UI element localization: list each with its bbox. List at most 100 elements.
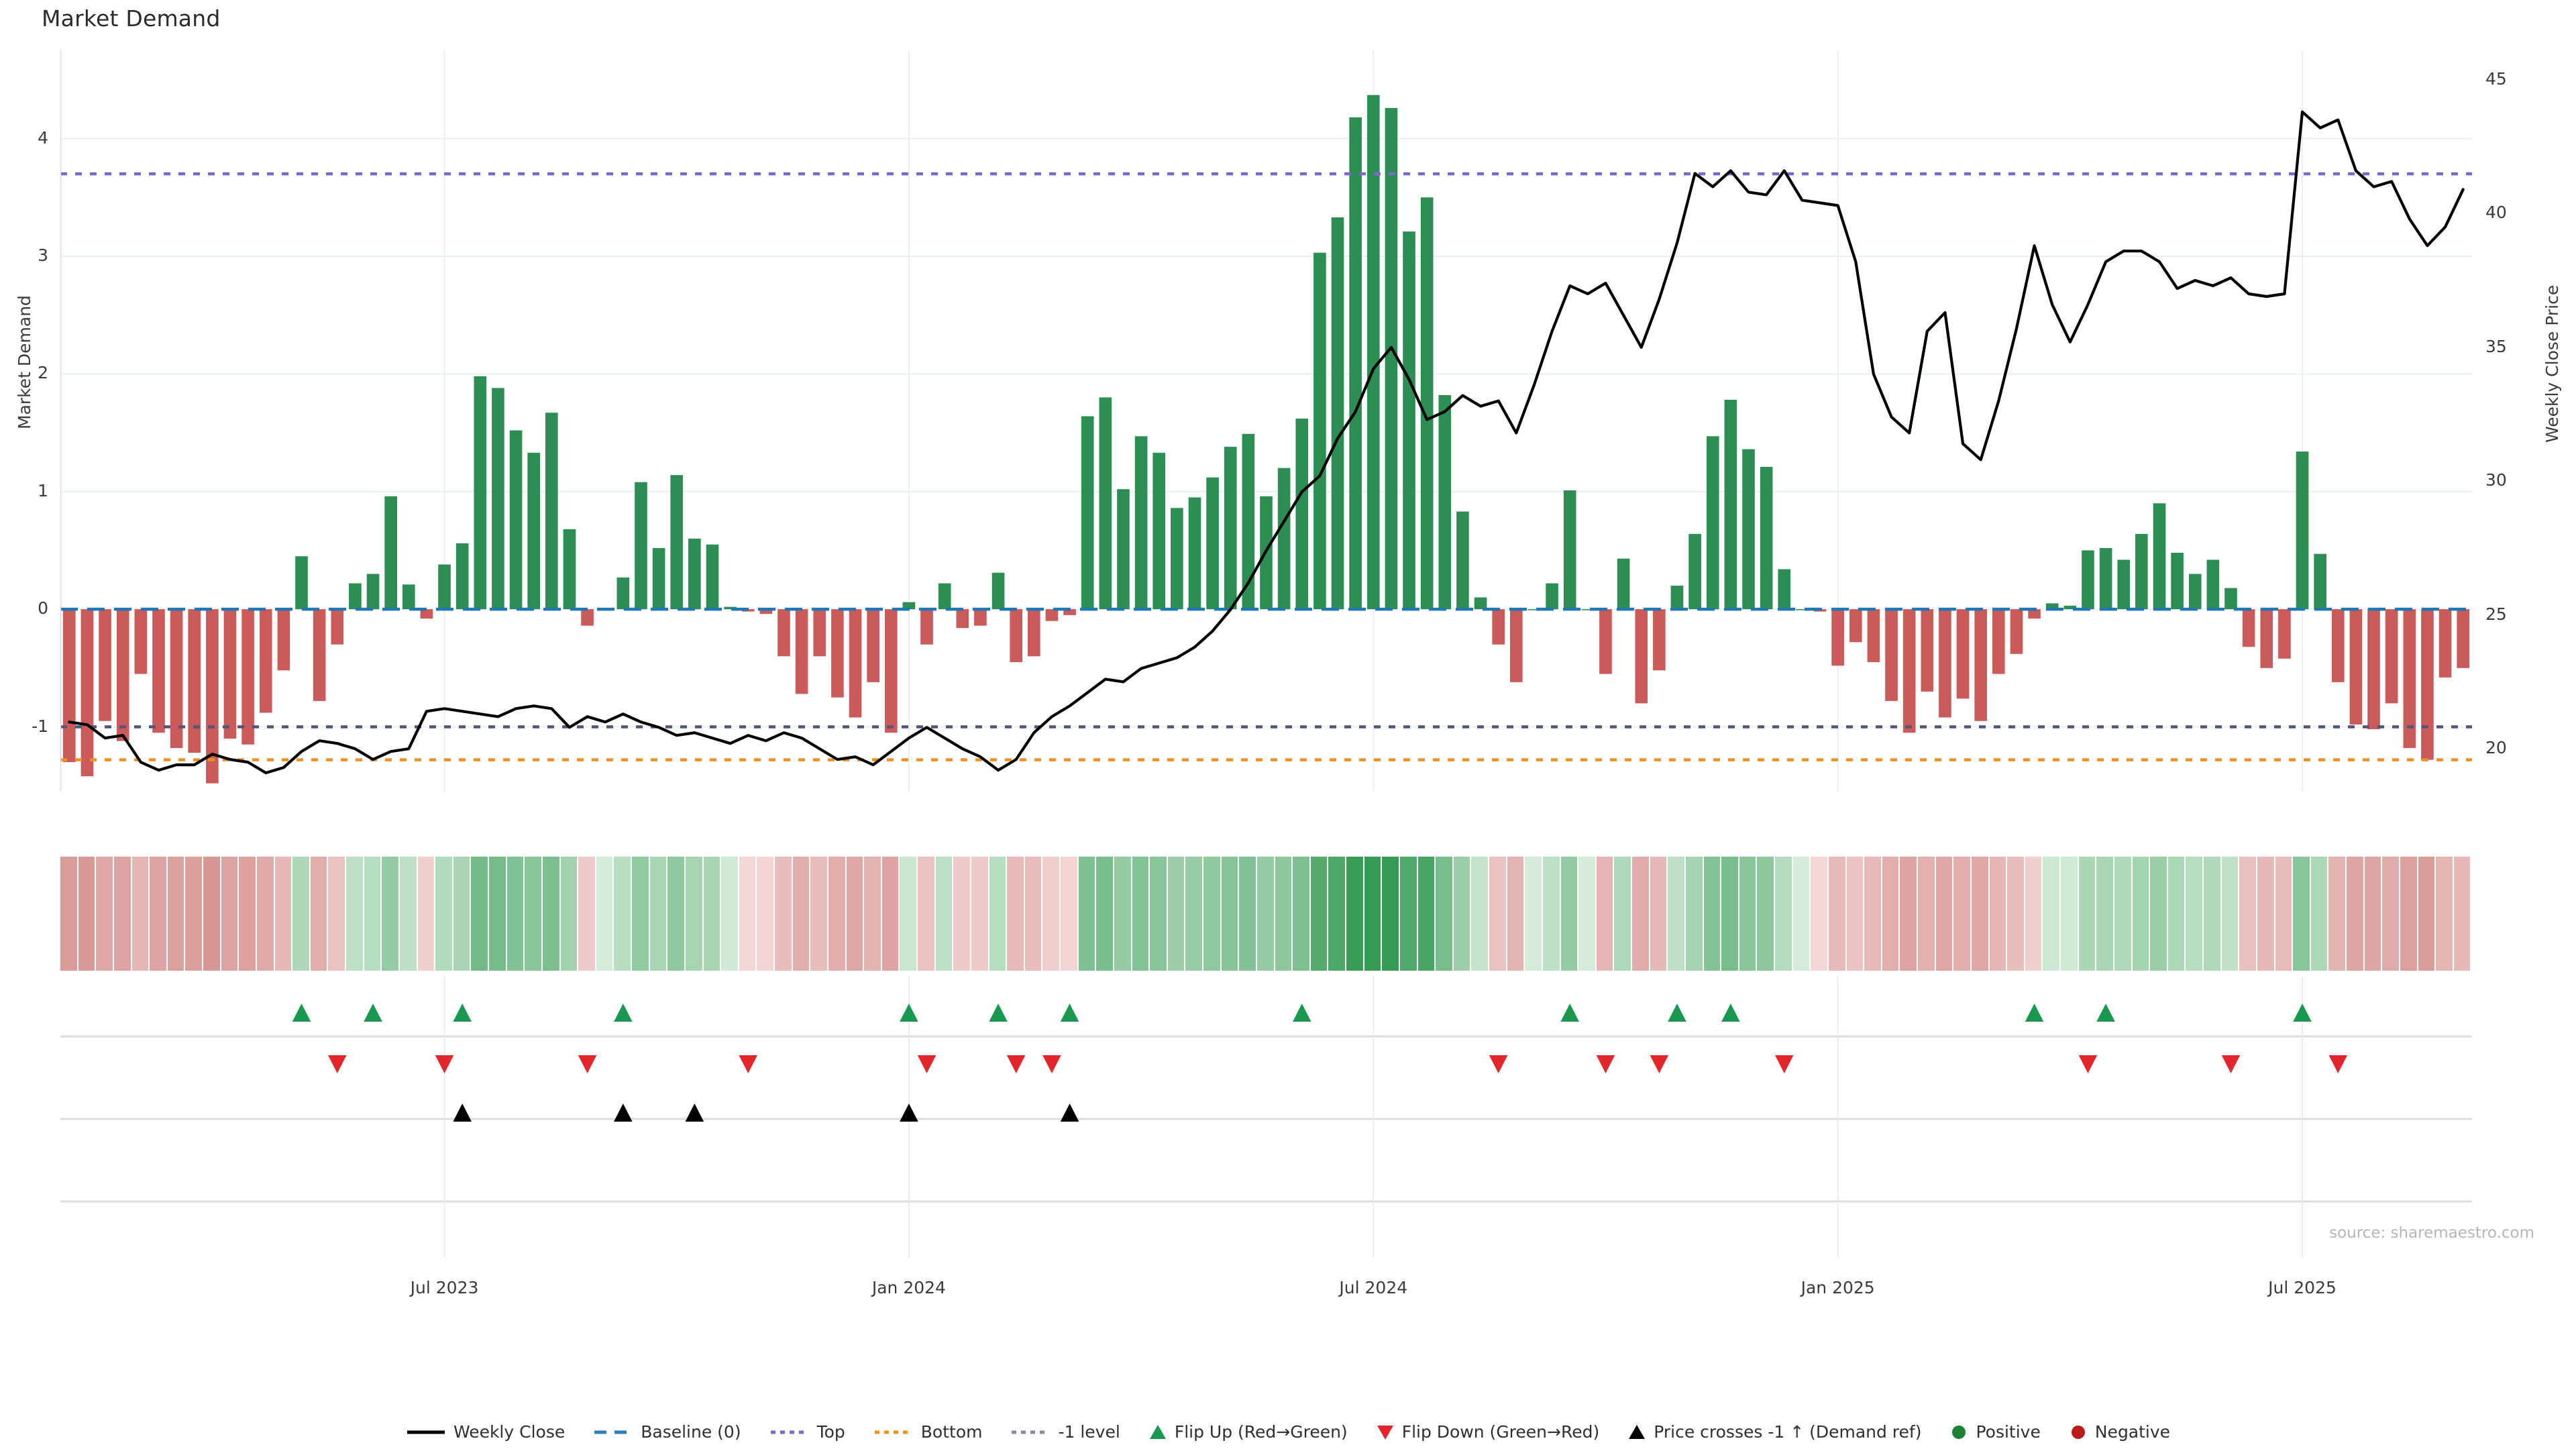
demand-bar	[2063, 605, 2077, 610]
flip-up-marker	[1292, 1004, 1311, 1022]
heat-cell	[1703, 857, 1721, 971]
heat-cell	[1489, 857, 1506, 971]
heat-cell	[1114, 857, 1131, 971]
heat-cell	[1775, 857, 1792, 971]
demand-bar	[777, 609, 790, 657]
demand-bar	[99, 609, 111, 721]
heat-cell	[1185, 857, 1202, 971]
demand-bar	[1670, 586, 1684, 610]
demand-bar	[2349, 609, 2363, 725]
demand-bar	[2260, 609, 2273, 668]
demand-bar	[384, 496, 397, 610]
y-axis-left-tick: 3	[38, 245, 48, 265]
flip-up-marker	[453, 1004, 472, 1022]
demand-bar	[1992, 609, 2005, 674]
demand-bar	[2171, 552, 2184, 610]
legend-item[interactable]: Weekly Close	[406, 1422, 565, 1442]
x-axis-tick: Jul 2024	[1339, 1278, 1408, 1297]
heat-cell	[364, 857, 381, 971]
heat-cell	[775, 857, 792, 971]
demand-bar	[1831, 609, 1844, 666]
heat-cell	[2007, 857, 2024, 971]
heat-cell	[2310, 857, 2328, 971]
legend-item[interactable]: Flip Down (Green→Red)	[1376, 1422, 1599, 1442]
demand-bar	[616, 577, 630, 610]
legend-item-label: Price crosses -1 ↑ (Demand ref)	[1654, 1422, 1922, 1442]
heat-cell	[792, 857, 810, 971]
heat-cell	[2204, 857, 2220, 971]
demand-bar	[509, 430, 523, 610]
y-axis-right-tick: 35	[2485, 336, 2507, 356]
legend-item[interactable]: -1 level	[1010, 1422, 1120, 1442]
heat-cell	[2400, 857, 2417, 971]
heat-cell	[203, 857, 220, 971]
demand-bar	[1366, 95, 1380, 610]
flip-up-marker	[900, 1004, 918, 1022]
heat-cell	[489, 857, 506, 971]
legend-item[interactable]: Negative	[2069, 1422, 2170, 1442]
main-plot-svg	[60, 50, 2472, 792]
heat-cell	[274, 857, 292, 971]
demand-bar	[1063, 609, 1076, 615]
heat-cell	[2239, 857, 2256, 971]
chart-legend: Weekly Close Baseline (0) Top Bottom -1 leve…	[0, 1422, 2576, 1442]
demand-bar	[80, 609, 94, 777]
y-axis-right-label: Weekly Close Price	[2542, 284, 2562, 443]
demand-bar	[938, 583, 951, 610]
legend-item[interactable]: Top	[769, 1422, 845, 1442]
heat-cell	[1310, 857, 1328, 971]
x-axis-tick: Jul 2023	[410, 1278, 479, 1297]
heat-cell	[2150, 857, 2167, 971]
demand-bar	[2135, 533, 2148, 610]
legend-item[interactable]: Baseline (0)	[593, 1422, 741, 1442]
heat-cell	[417, 857, 435, 971]
heat-cell	[953, 857, 970, 971]
heat-cell	[292, 857, 309, 971]
demand-bar	[1438, 394, 1452, 610]
flip-down-marker	[917, 1055, 936, 1073]
demand-bar	[1081, 416, 1094, 610]
heat-cell	[1132, 857, 1149, 971]
demand-bar	[1742, 449, 1755, 610]
heat-cell	[1007, 857, 1024, 971]
legend-item[interactable]: Price crosses -1 ↑ (Demand ref)	[1627, 1422, 1921, 1442]
main-plot	[60, 50, 2472, 792]
heat-cell	[2132, 857, 2149, 971]
demand-bar	[867, 609, 879, 682]
demand-bar	[2457, 609, 2469, 668]
flip-up-marker	[1560, 1004, 1580, 1022]
heat-cell	[828, 857, 845, 971]
heat-cell	[2078, 857, 2096, 971]
heat-cell	[542, 857, 559, 971]
heat-cell	[2061, 857, 2078, 971]
demand-bar	[2403, 609, 2416, 749]
heat-cell	[649, 857, 667, 971]
legend-item[interactable]: Flip Up (Red→Green)	[1148, 1422, 1348, 1442]
heat-cell	[2167, 857, 2185, 971]
demand-bar	[1635, 609, 1648, 704]
y-axis-right-tick: 20	[2485, 738, 2507, 758]
heat-cell	[918, 857, 934, 971]
legend-item-label: Positive	[1976, 1422, 2041, 1442]
heat-cell	[667, 857, 684, 971]
heat-cell	[2025, 857, 2042, 971]
source-attribution: source: sharemaestro.com	[2329, 1224, 2534, 1242]
heat-cell	[846, 857, 863, 971]
demand-bar	[223, 609, 237, 739]
demand-bar	[545, 413, 558, 610]
flip-down-marker	[1596, 1055, 1615, 1073]
heat-cell	[596, 857, 613, 971]
demand-bar	[402, 584, 415, 610]
heat-cell	[2436, 857, 2453, 971]
legend-item[interactable]: Bottom	[873, 1422, 982, 1442]
demand-bar	[759, 609, 773, 614]
legend-item[interactable]: Positive	[1949, 1422, 2041, 1442]
heat-cell	[1989, 857, 2006, 971]
status-dot-icon	[2071, 1425, 2085, 1439]
heat-cell	[1596, 857, 1613, 971]
flip-up-marker	[614, 1004, 633, 1022]
demand-bar	[1134, 436, 1148, 610]
heat-cell	[471, 857, 488, 971]
demand-bar	[206, 609, 219, 784]
demand-bar	[1045, 609, 1059, 621]
